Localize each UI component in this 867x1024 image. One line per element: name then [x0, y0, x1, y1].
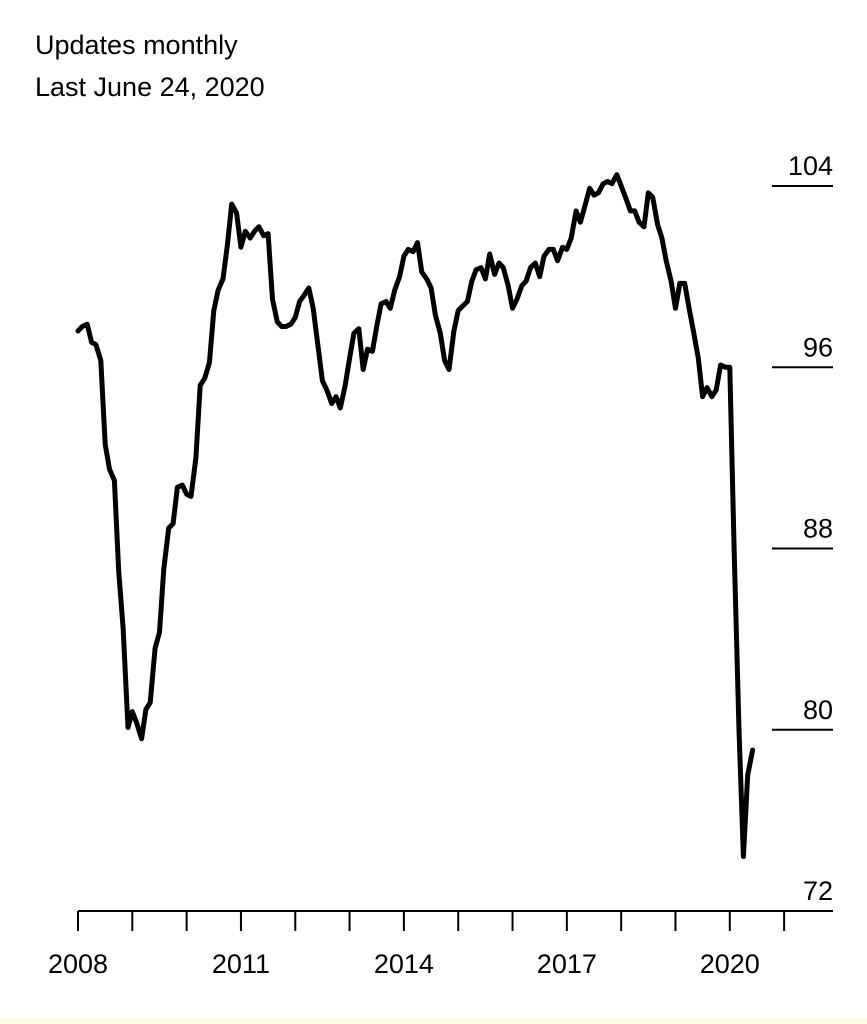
y-tick-label-88: 88: [803, 514, 833, 544]
y-tick-label-72: 72: [803, 876, 833, 906]
y-tick-label-104: 104: [788, 151, 833, 181]
x-tick-label-2017: 2017: [537, 949, 597, 979]
y-tick-label-80: 80: [803, 695, 833, 725]
chart-header: Updates monthly Last June 24, 2020: [35, 24, 265, 108]
x-tick-label-2014: 2014: [374, 949, 434, 979]
update-frequency-note: Updates monthly: [35, 30, 238, 60]
series-line-0: [75, 172, 756, 860]
y-axis: 104 96 88 80 72: [772, 151, 833, 906]
series-layer: [75, 172, 756, 860]
x-tick-label-2008: 2008: [48, 949, 108, 979]
y-tick-label-96: 96: [803, 332, 833, 362]
x-tick-label-2020: 2020: [700, 949, 760, 979]
x-tick-label-2011: 2011: [212, 949, 270, 979]
last-update-note: Last June 24, 2020: [35, 72, 265, 102]
bottom-strip: [0, 1018, 867, 1024]
x-axis: 2008 2011 2014 2017 2020: [48, 910, 833, 979]
